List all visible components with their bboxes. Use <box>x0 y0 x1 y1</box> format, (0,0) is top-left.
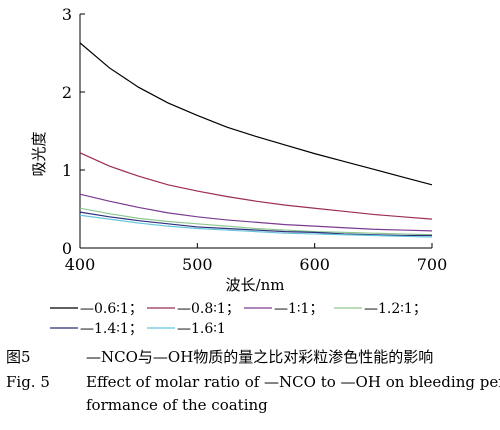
tick-labels: 0 1 2 3 400 500 600 700 <box>62 5 447 274</box>
figure-caption-en-continued: formance of the coating <box>86 396 500 414</box>
x-tick-label: 600 <box>299 255 330 274</box>
caption-en-text-line2: formance of the coating <box>86 396 268 414</box>
x-tick-label: 400 <box>65 255 96 274</box>
series-line <box>79 152 433 220</box>
figure-caption-en: Fig. 5 Effect of molar ratio of —NCO to —… <box>6 373 500 391</box>
x-axis-label: 波长/nm <box>226 276 285 294</box>
chart-legend: —0.6∶1； —0.8∶1； —1∶1； —1.2∶1； —1.4∶1； —1.6∶1 <box>50 301 427 337</box>
y-tick-label: 1 <box>62 161 72 180</box>
legend-label: —1.4∶1； <box>80 321 143 337</box>
caption-cn-text: —NCO与—OH物质的量之比对彩粒渗色性能的影响 <box>86 348 434 366</box>
chart-series <box>79 42 433 238</box>
legend-label: —0.8∶1； <box>177 301 240 317</box>
legend-label: —1.6∶1 <box>177 321 226 337</box>
figure-caption-cn: 图5 —NCO与—OH物质的量之比对彩粒渗色性能的影响 <box>6 346 496 367</box>
series-line <box>79 193 433 232</box>
caption-en-text-line1: Effect of molar ratio of —NCO to —OH on … <box>86 373 500 391</box>
caption-cn-number: 图5 <box>6 348 31 366</box>
figure-chart: 0 1 2 3 400 500 600 700 吸光度 波长/nm —0.6∶1； —0.8∶1… <box>30 5 447 337</box>
caption-en-number: Fig. 5 <box>6 373 50 391</box>
legend-label: —1.2∶1； <box>364 301 427 317</box>
y-tick-label: 3 <box>62 5 72 24</box>
chart-axes <box>79 13 433 249</box>
legend-label: —0.6∶1； <box>80 301 143 317</box>
x-tick-label: 700 <box>417 255 448 274</box>
series-line <box>79 42 433 186</box>
series-line <box>79 214 433 238</box>
y-tick-label: 2 <box>62 83 72 102</box>
series-line <box>79 207 433 236</box>
y-tick-label: 0 <box>62 239 72 258</box>
legend-label: —1∶1； <box>274 301 323 317</box>
x-tick-label: 500 <box>182 255 213 274</box>
y-axis-label: 吸光度 <box>30 131 48 176</box>
series-line <box>79 211 432 237</box>
